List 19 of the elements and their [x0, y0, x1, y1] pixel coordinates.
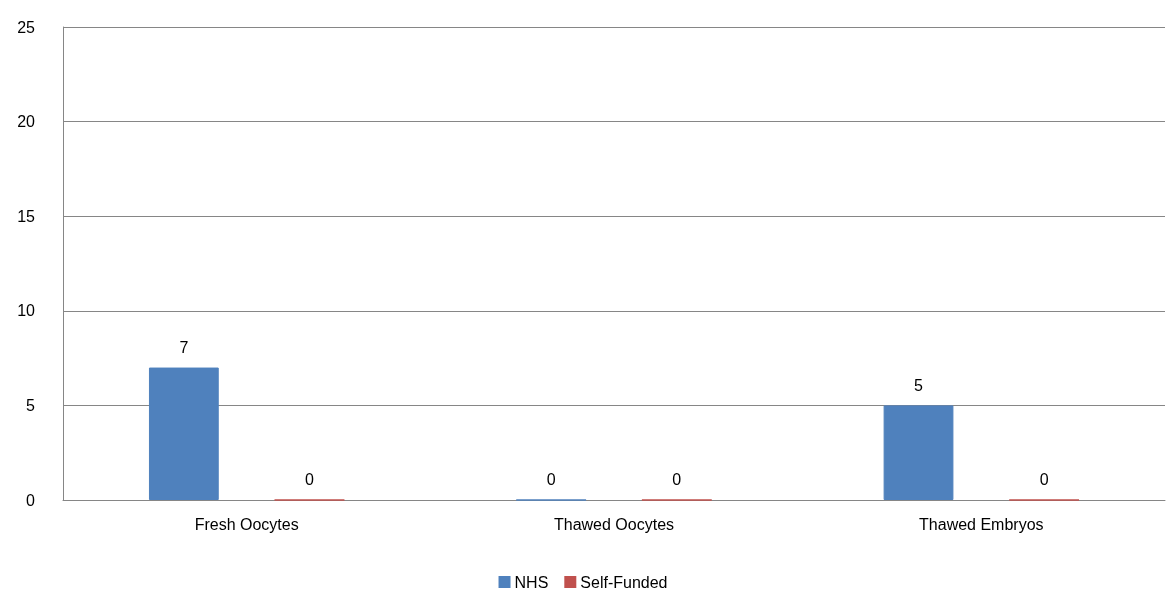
- legend-label: NHS: [514, 573, 549, 591]
- data-label: 0: [1039, 471, 1049, 488]
- bar: [883, 405, 954, 500]
- y-tick-label: 25: [17, 18, 36, 36]
- x-tick-label: Thawed Embryos: [919, 515, 1044, 533]
- data-label: 5: [914, 376, 924, 394]
- data-label: 0: [672, 471, 682, 488]
- y-tick-label: 5: [26, 396, 36, 414]
- y-tick-label: 0: [26, 491, 36, 509]
- bar: [148, 367, 219, 500]
- data-label: 7: [179, 339, 189, 357]
- data-label: 0: [305, 471, 315, 488]
- data-label: 0: [546, 471, 556, 488]
- y-tick-label: 20: [17, 113, 36, 131]
- y-tick-label: 10: [17, 302, 36, 320]
- legend-label: Self-Funded: [580, 573, 668, 591]
- x-tick-label: Thawed Oocytes: [553, 515, 675, 533]
- x-tick-label: Fresh Oocytes: [194, 515, 299, 533]
- y-tick-label: 15: [17, 207, 36, 225]
